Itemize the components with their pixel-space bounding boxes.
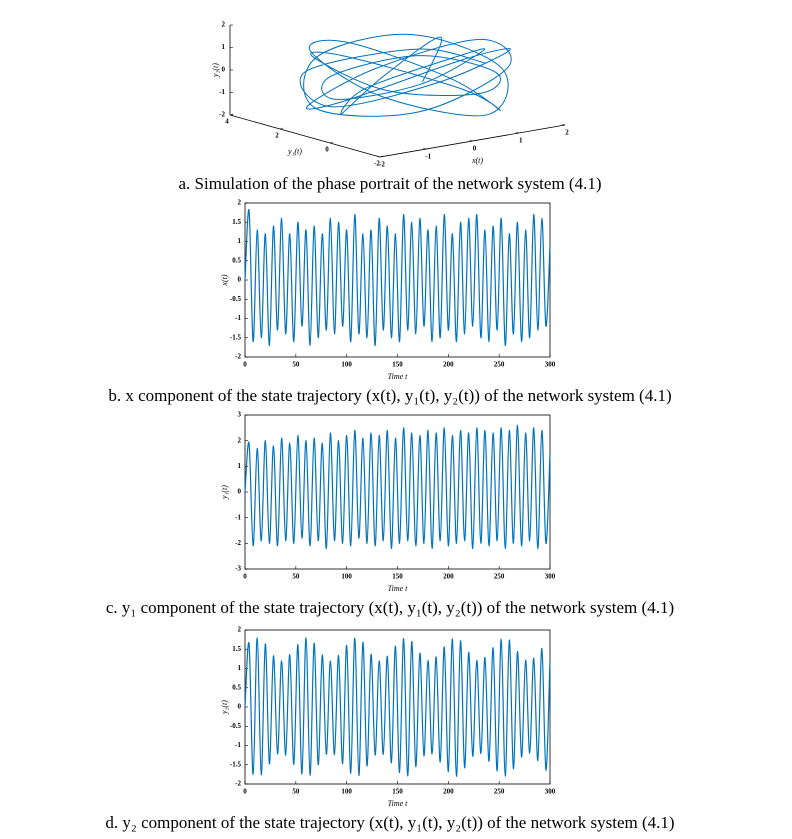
x-tick-label: 100 bbox=[341, 788, 352, 796]
y-tick bbox=[379, 155, 384, 158]
phase-curve bbox=[299, 33, 512, 117]
y-axis-label: y₂(t) bbox=[220, 700, 229, 715]
y-axis-label: y₁(t) bbox=[220, 485, 229, 500]
y-tick-label: 1.5 bbox=[232, 218, 241, 226]
x-tick-label: 300 bbox=[545, 361, 556, 369]
y-tick-label: 0 bbox=[325, 146, 329, 154]
x-tick bbox=[469, 139, 473, 142]
z-tick-label: 0 bbox=[222, 66, 226, 74]
x-tick-label: 2 bbox=[565, 129, 569, 137]
x-tick bbox=[515, 131, 519, 134]
trajectory-line bbox=[244, 209, 551, 347]
y-axis bbox=[229, 114, 381, 158]
x-tick-label: 150 bbox=[392, 361, 403, 369]
y-tick-label: 0.5 bbox=[232, 683, 241, 691]
y-tick-label: -3 bbox=[235, 565, 241, 573]
z-tick-label: -1 bbox=[219, 88, 225, 96]
x-tick-label: -2 bbox=[379, 161, 385, 169]
y-tick-label: -2 bbox=[235, 353, 241, 361]
x-tick-label: 250 bbox=[494, 788, 505, 796]
y-tick-label: 1.5 bbox=[232, 645, 241, 653]
y-tick-label: -0.5 bbox=[230, 722, 242, 730]
y-tick-label: 1 bbox=[238, 237, 242, 245]
y-tick-label: -1 bbox=[235, 314, 241, 322]
y-tick-label: 0.5 bbox=[232, 256, 241, 264]
x-tick-label: 200 bbox=[443, 573, 454, 581]
x-tick-label: 50 bbox=[292, 361, 300, 369]
y-tick-label: -2 bbox=[235, 780, 241, 788]
x-axis-label: Time t bbox=[388, 372, 409, 381]
caption: d. y₂ component of the state trajectory … bbox=[105, 813, 674, 832]
y-tick-label: 2 bbox=[238, 626, 242, 634]
x-tick-label: 0 bbox=[243, 788, 247, 796]
x-axis-label: Time t bbox=[388, 799, 409, 808]
x-tick-label: 300 bbox=[545, 573, 556, 581]
x-tick-label: 0 bbox=[473, 145, 477, 153]
y-axis-label: x(t) bbox=[220, 274, 229, 286]
x-tick-label: 200 bbox=[443, 788, 454, 796]
x-tick-label: 50 bbox=[292, 573, 300, 581]
x-tick-label: 0 bbox=[243, 573, 247, 581]
x-axis-label: Time t bbox=[388, 584, 409, 593]
z-tick-label: 1 bbox=[222, 43, 226, 51]
x-tick-label: 50 bbox=[292, 788, 300, 796]
y-tick-label: -1.5 bbox=[230, 760, 242, 768]
x-tick-label: 1 bbox=[519, 137, 523, 145]
x-tick-label: 250 bbox=[494, 361, 505, 369]
x-tick-label: 150 bbox=[392, 573, 403, 581]
z-tick-label: 2 bbox=[222, 21, 226, 29]
y-tick-label: 0 bbox=[238, 703, 242, 711]
x-tick-label: 200 bbox=[443, 361, 454, 369]
trajectory-line bbox=[244, 637, 551, 777]
x-tick bbox=[561, 123, 566, 126]
x-tick-label: 100 bbox=[341, 361, 352, 369]
caption: b. x component of the state trajectory (… bbox=[108, 386, 671, 405]
x-tick bbox=[423, 147, 427, 150]
y-tick-label: 0 bbox=[238, 488, 242, 496]
x-tick-label: 300 bbox=[545, 788, 556, 796]
y-tick-label: -0.5 bbox=[230, 295, 242, 303]
y-tick-label: 2 bbox=[275, 132, 279, 140]
x-tick bbox=[376, 155, 381, 158]
caption: a. Simulation of the phase portrait of t… bbox=[178, 174, 601, 193]
z-tick-label: -2 bbox=[219, 111, 225, 119]
y-tick-label: -1 bbox=[235, 741, 241, 749]
caption: c. y₁ component of the state trajectory … bbox=[106, 598, 674, 617]
z-axis-label: y₂(t) bbox=[211, 63, 220, 78]
x-tick-label: 0 bbox=[243, 361, 247, 369]
y-tick-label: 3 bbox=[238, 411, 242, 419]
y-tick-label: -2 bbox=[374, 160, 380, 168]
x-axis-label: x(t) bbox=[471, 156, 483, 165]
y-axis-label: y₁(t) bbox=[287, 147, 302, 156]
y-tick-label: 0 bbox=[238, 276, 242, 284]
trajectory-line bbox=[244, 424, 551, 550]
x-tick-label: 100 bbox=[341, 573, 352, 581]
x-tick-label: 250 bbox=[494, 573, 505, 581]
y-tick-label: 2 bbox=[238, 199, 242, 207]
y-tick-label: 1 bbox=[238, 664, 242, 672]
y-tick-label: -1.5 bbox=[230, 333, 242, 341]
y-tick-label: 4 bbox=[225, 118, 229, 126]
y-tick-label: -2 bbox=[235, 539, 241, 547]
x-tick-label: -1 bbox=[425, 153, 431, 161]
y-tick-label: -1 bbox=[235, 513, 241, 521]
y-tick bbox=[329, 141, 334, 144]
y-tick-label: 1 bbox=[238, 462, 242, 470]
y-tick bbox=[279, 127, 284, 130]
x-tick-label: 150 bbox=[392, 788, 403, 796]
y-tick-label: 2 bbox=[238, 436, 242, 444]
